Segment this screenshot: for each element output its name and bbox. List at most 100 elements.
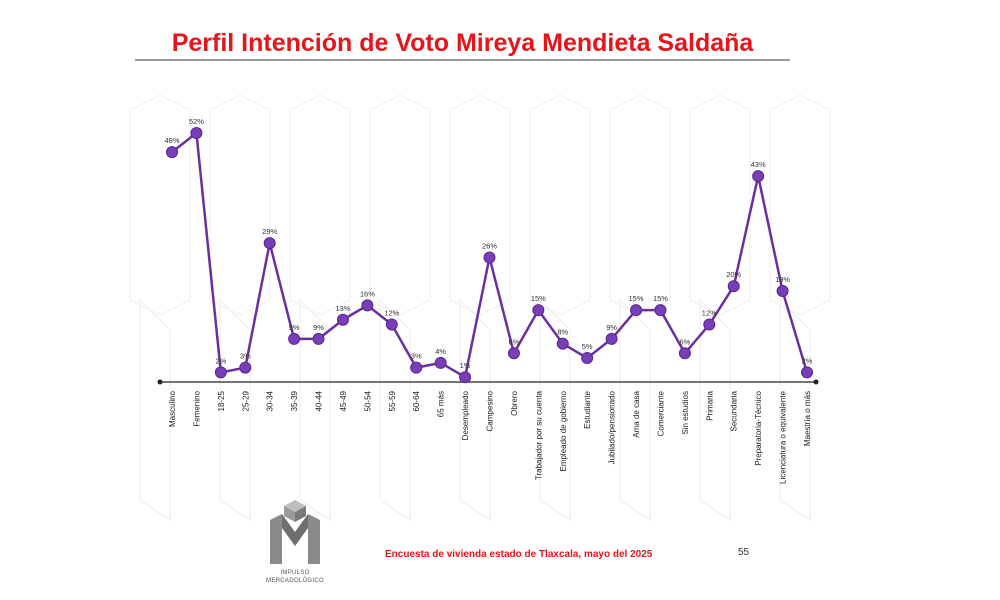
background-pattern-shape <box>449 94 511 522</box>
x-tick-label: Masculino <box>168 390 177 427</box>
background-pattern-shape <box>689 94 751 522</box>
data-point <box>385 318 398 331</box>
data-point <box>336 313 349 326</box>
x-axis-start-dot <box>157 379 163 385</box>
data-label: 43% <box>751 160 766 169</box>
data-label: 3% <box>411 352 422 361</box>
background-pattern-shape <box>289 94 351 522</box>
data-point <box>312 332 325 345</box>
data-point <box>361 299 374 312</box>
company-logo: IMPULSO MERCADOLÓGICO <box>260 498 330 598</box>
x-tick-label: Ama de casa <box>632 390 641 437</box>
data-label: 12% <box>702 309 717 318</box>
data-label: 13% <box>335 304 350 313</box>
data-label: 12% <box>384 309 399 318</box>
x-tick-label: Comerciante <box>656 390 665 436</box>
chart-title: Perfil Intención de Voto Mireya Mendieta… <box>171 29 754 57</box>
data-point <box>703 318 716 331</box>
data-point <box>556 337 569 350</box>
data-label: 26% <box>482 242 497 251</box>
data-point <box>801 366 813 379</box>
x-tick-label: 50-54 <box>363 390 372 411</box>
x-tick-label: Licenciatura o equivalente <box>779 390 788 484</box>
data-point <box>532 304 545 317</box>
logo-text-line2: MERCADOLÓGICO <box>266 578 324 584</box>
data-point <box>214 366 227 379</box>
x-axis-end-dot <box>813 379 819 385</box>
data-point <box>581 352 594 365</box>
x-tick-label: Primaria <box>705 390 714 420</box>
data-label: 16% <box>360 289 375 298</box>
data-point <box>483 251 496 264</box>
x-tick-label: 55-59 <box>388 390 397 411</box>
x-tick-label: Maestría o más <box>803 391 812 446</box>
data-label: 15% <box>653 294 668 303</box>
data-point <box>507 347 520 360</box>
data-point <box>654 304 667 317</box>
data-label: 52% <box>189 117 204 126</box>
x-tick-label: Trabajador por su cuenta <box>534 390 543 480</box>
background-pattern-shape <box>609 94 671 522</box>
x-tick-label: Estudiante <box>583 390 592 428</box>
data-point <box>752 170 765 183</box>
survey-footer: Encuesta de vivienda estado de Tlaxcala,… <box>385 549 653 560</box>
background-pattern-shape <box>129 94 191 522</box>
background-pattern-shape <box>769 94 831 522</box>
x-tick-label: 65 más <box>437 391 446 417</box>
data-label: 4% <box>435 347 446 356</box>
background-pattern-shape <box>529 94 591 522</box>
data-label: 6% <box>679 337 690 346</box>
x-tick-label: Jubilado/pensionado <box>608 390 617 464</box>
logo-icon <box>270 500 320 564</box>
data-point <box>605 332 618 345</box>
x-tick-label: Campesino <box>486 390 495 431</box>
x-tick-label: Sin estudios <box>681 391 690 435</box>
data-point <box>776 285 789 298</box>
background-pattern-shape <box>209 94 271 522</box>
data-label: 9% <box>606 323 617 332</box>
x-tick-label: Secundaria <box>730 390 739 431</box>
data-label: 2% <box>802 356 813 365</box>
data-label: 15% <box>531 294 546 303</box>
data-point <box>727 280 740 293</box>
data-point <box>190 127 203 139</box>
x-tick-label: Desempleado <box>461 390 470 440</box>
x-tick-label: 40-44 <box>315 390 324 411</box>
data-label: 6% <box>509 337 520 346</box>
data-label: 2% <box>215 356 226 365</box>
data-label: 15% <box>629 294 644 303</box>
data-point <box>288 332 301 345</box>
title-divider <box>135 59 790 61</box>
x-tick-label: 35-39 <box>290 390 299 411</box>
data-point <box>263 237 276 250</box>
data-label: 9% <box>313 323 324 332</box>
data-point <box>166 146 178 159</box>
x-tick-label: Empleado de gobierno <box>559 390 568 471</box>
data-label: 29% <box>262 227 277 236</box>
x-tick-label: 60-64 <box>412 390 421 411</box>
logo-text-line1: IMPULSO <box>280 570 310 576</box>
data-point <box>630 304 643 317</box>
data-point <box>459 371 472 384</box>
data-label: 8% <box>557 328 568 337</box>
data-label: 20% <box>726 270 741 279</box>
data-label: 48% <box>164 136 179 145</box>
x-tick-label: 25-29 <box>241 390 250 411</box>
x-tick-label: 30-34 <box>266 390 275 411</box>
page-number: 55 <box>738 547 750 558</box>
x-tick-label: Femenino <box>192 390 201 426</box>
data-label: 9% <box>289 323 300 332</box>
x-tick-label: 18-25 <box>217 390 226 411</box>
data-label: 5% <box>582 342 593 351</box>
data-point <box>678 347 691 360</box>
x-tick-label: 45-49 <box>339 390 348 411</box>
data-label: 1% <box>460 361 471 370</box>
data-point <box>239 361 252 374</box>
data-label: 3% <box>240 352 251 361</box>
x-tick-label: Preparatoria-Técnico <box>754 390 763 465</box>
data-label: 19% <box>775 275 790 284</box>
data-point <box>434 356 447 369</box>
x-tick-label: Obrero <box>510 390 519 415</box>
